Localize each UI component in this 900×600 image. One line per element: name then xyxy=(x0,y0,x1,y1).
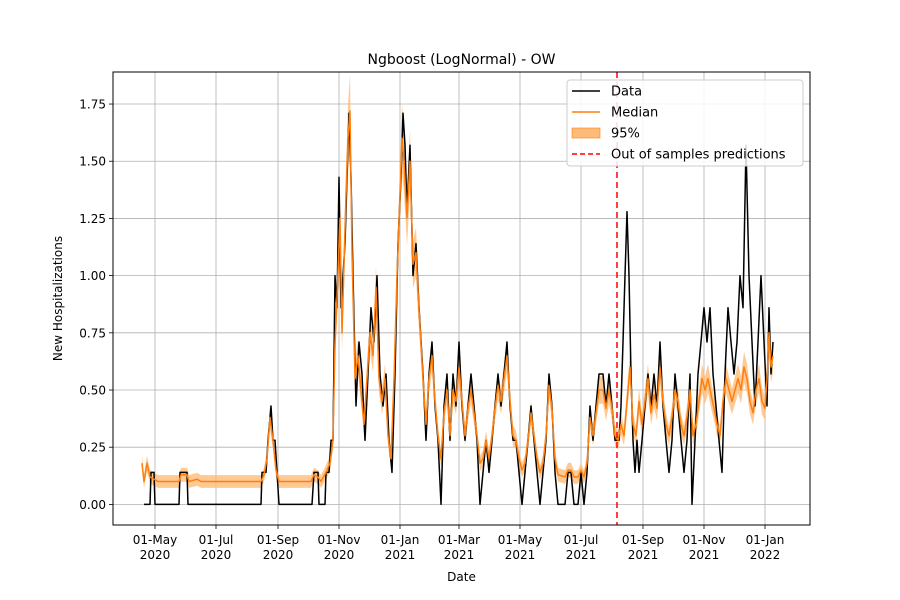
y-tick-label: 1.00 xyxy=(79,269,106,283)
legend-label-95: 95% xyxy=(611,127,640,142)
x-tick-label: 01-Sep xyxy=(622,533,664,547)
x-tick-label: 01-Mar xyxy=(438,533,480,547)
legend-box xyxy=(566,79,804,167)
legend-swatch-95 xyxy=(571,127,601,139)
y-tick-label: 1.50 xyxy=(79,155,106,169)
x-tick-label-year: 2020 xyxy=(140,548,171,562)
x-tick-label: 01-Jul xyxy=(199,533,234,547)
x-tick-label: 01-May xyxy=(133,533,177,547)
x-tick-label: 01-Sep xyxy=(257,533,299,547)
y-axis-ticks: 0.00 0.25 0.50 0.75 1.00 1.25 1.50 1.75 xyxy=(79,98,113,512)
y-tick-label: 0.50 xyxy=(79,384,106,398)
x-tick-label-year: 2021 xyxy=(566,548,597,562)
x-axis-label: Date xyxy=(447,570,476,584)
x-tick-label: 01-Jan xyxy=(381,533,420,547)
series-lines xyxy=(141,110,774,506)
x-tick-label-year: 2020 xyxy=(263,548,294,562)
x-tick-label: 01-May xyxy=(498,533,542,547)
chart-title: Ngboost (LogNormal) - OW xyxy=(367,52,555,68)
x-tick-label: 01-Jul xyxy=(564,533,599,547)
plot-frame xyxy=(112,71,811,526)
x-tick-label-year: 2022 xyxy=(750,548,781,562)
series-line-median xyxy=(141,110,774,483)
y-tick-label: 0.00 xyxy=(79,498,106,512)
legend: Data Median 95% Out of samples predictio… xyxy=(566,79,804,167)
x-tick-label-year: 2021 xyxy=(628,548,659,562)
x-tick-label: 01-Nov xyxy=(317,533,360,547)
x-tick-label-year: 2020 xyxy=(324,548,355,562)
x-tick-label: 01-Jan xyxy=(746,533,785,547)
x-tick-label-year: 2021 xyxy=(444,548,475,562)
x-tick-label-year: 2020 xyxy=(201,548,232,562)
x-axis-ticks: 01-May202001-Jul202001-Sep202001-Nov2020… xyxy=(133,525,785,562)
x-tick-label: 01-Nov xyxy=(682,533,725,547)
y-tick-label: 1.75 xyxy=(79,98,106,112)
x-tick-label-year: 2021 xyxy=(505,548,536,562)
x-tick-label-year: 2021 xyxy=(385,548,416,562)
legend-label-out-of-sample: Out of samples predictions xyxy=(611,148,786,163)
x-tick-label-year: 2021 xyxy=(689,548,720,562)
y-tick-label: 0.75 xyxy=(79,326,106,340)
legend-label-median: Median xyxy=(611,106,658,121)
grid xyxy=(113,72,810,525)
y-axis-label: New Hospitalizations xyxy=(51,236,65,361)
legend-label-data: Data xyxy=(611,85,642,100)
y-tick-label: 0.25 xyxy=(79,441,106,455)
y-tick-label: 1.25 xyxy=(79,212,106,226)
